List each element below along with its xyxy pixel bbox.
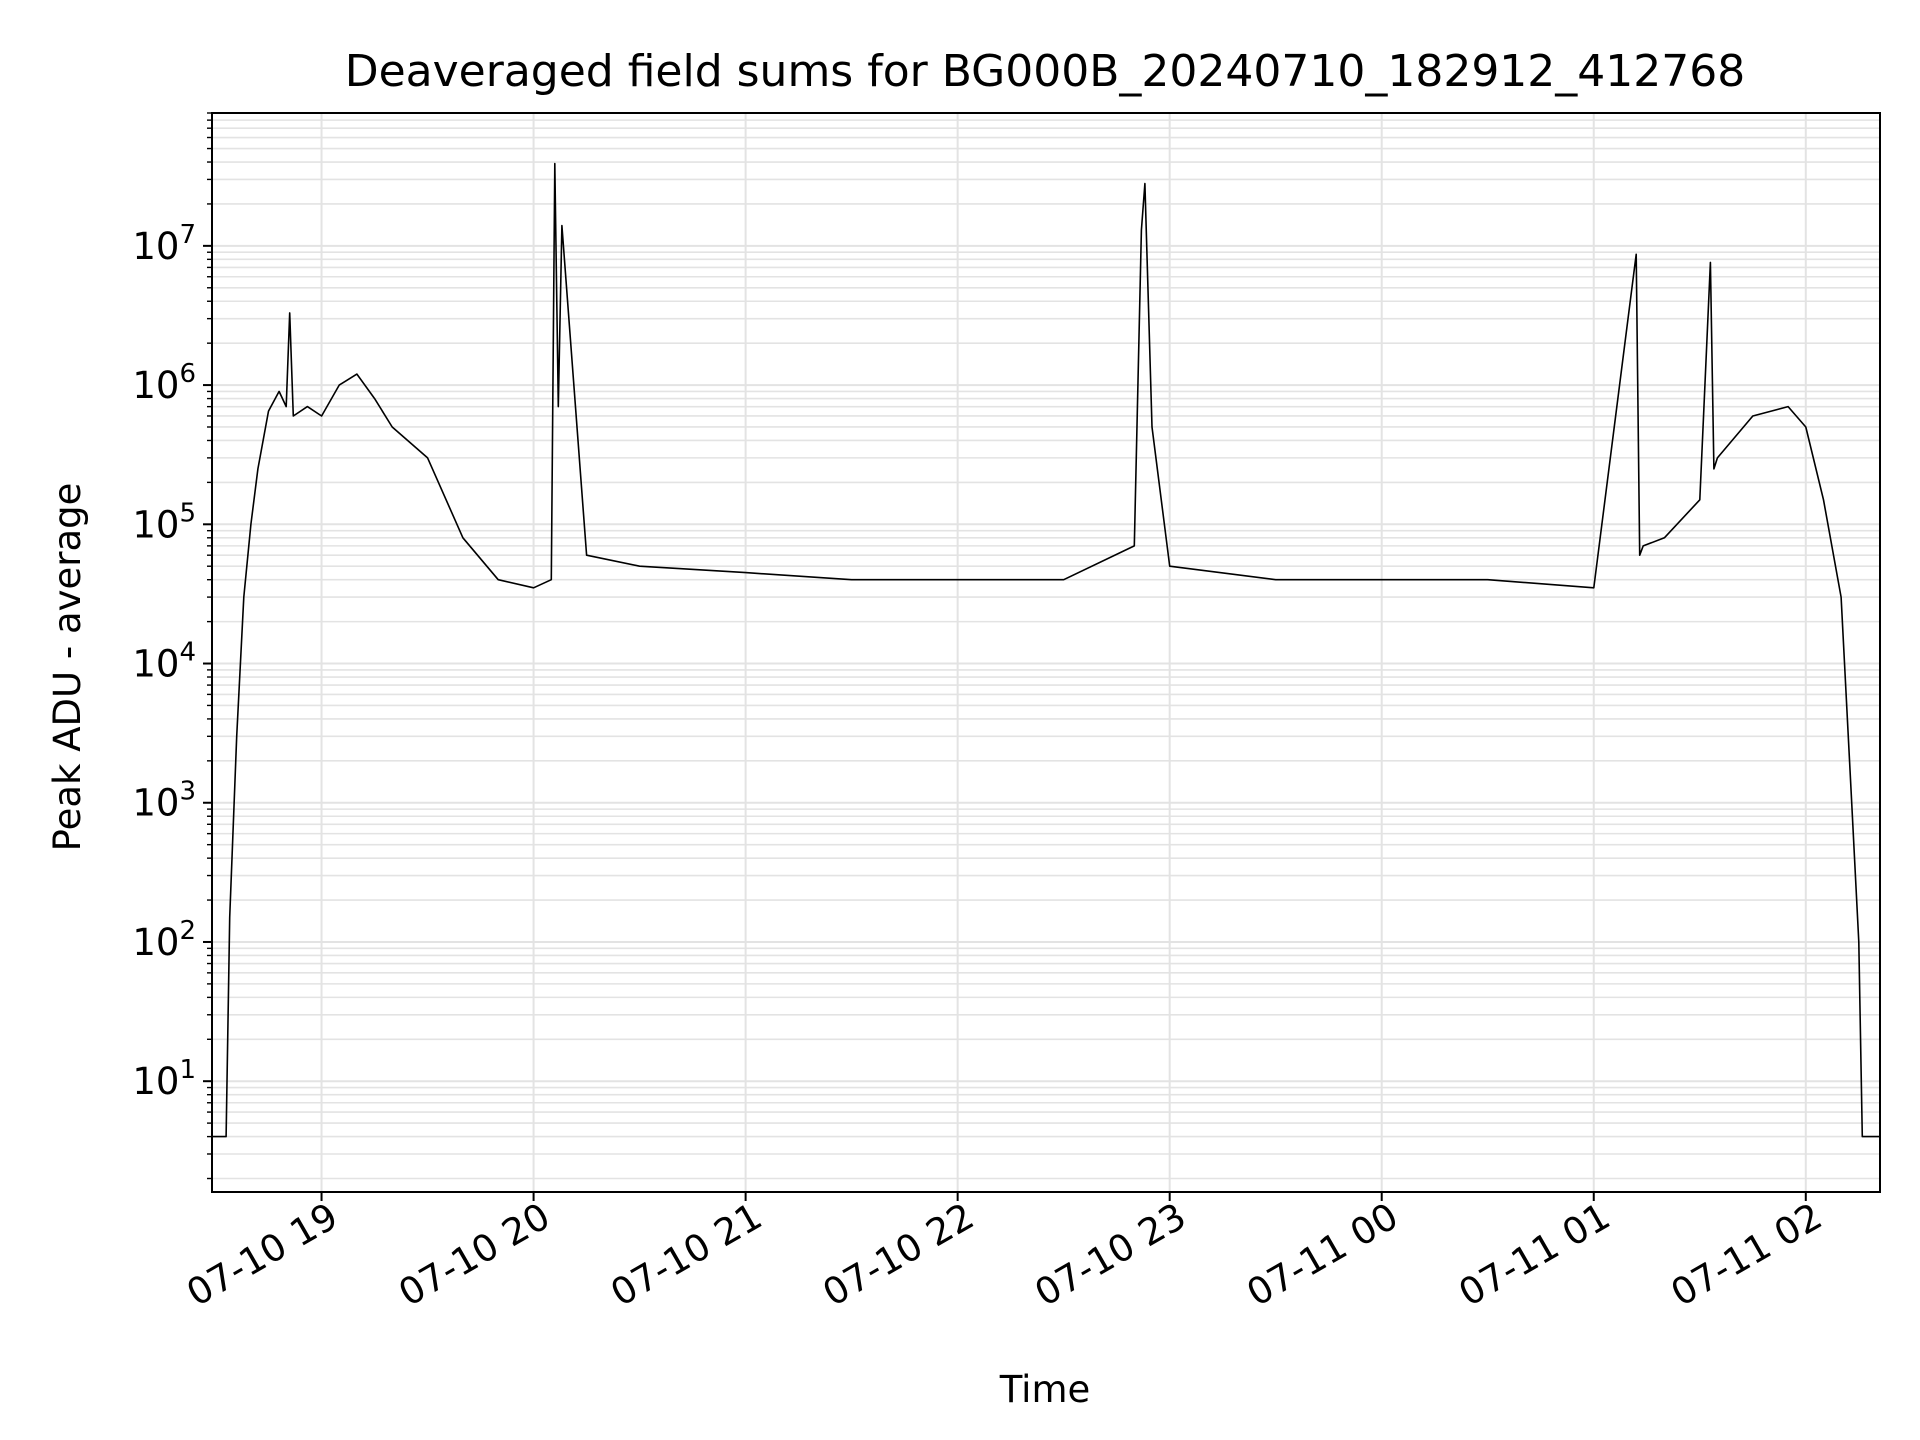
- y-tick-label: 104: [132, 638, 196, 686]
- x-axis-label: Time: [999, 1368, 1091, 1411]
- y-tick-label: 101: [132, 1055, 196, 1103]
- y-axis-label: Peak ADU - average: [46, 483, 89, 852]
- chart-title: Deaveraged field sums for BG000B_2024071…: [345, 46, 1746, 97]
- y-tick-label: 107: [132, 220, 196, 268]
- y-tick-label: 105: [132, 498, 196, 546]
- axes: [203, 112, 1881, 1201]
- y-tick-label: 102: [132, 916, 196, 964]
- series-line: [212, 162, 1880, 1138]
- grid-lines: [212, 112, 1880, 1192]
- y-tick-labels: 101 102 103 104 105 106 107: [132, 220, 196, 1103]
- y-tick-label: 103: [132, 777, 196, 825]
- data-series: [212, 162, 1880, 1138]
- y-tick-label: 106: [132, 359, 196, 407]
- plot-frame: [211, 112, 1881, 1193]
